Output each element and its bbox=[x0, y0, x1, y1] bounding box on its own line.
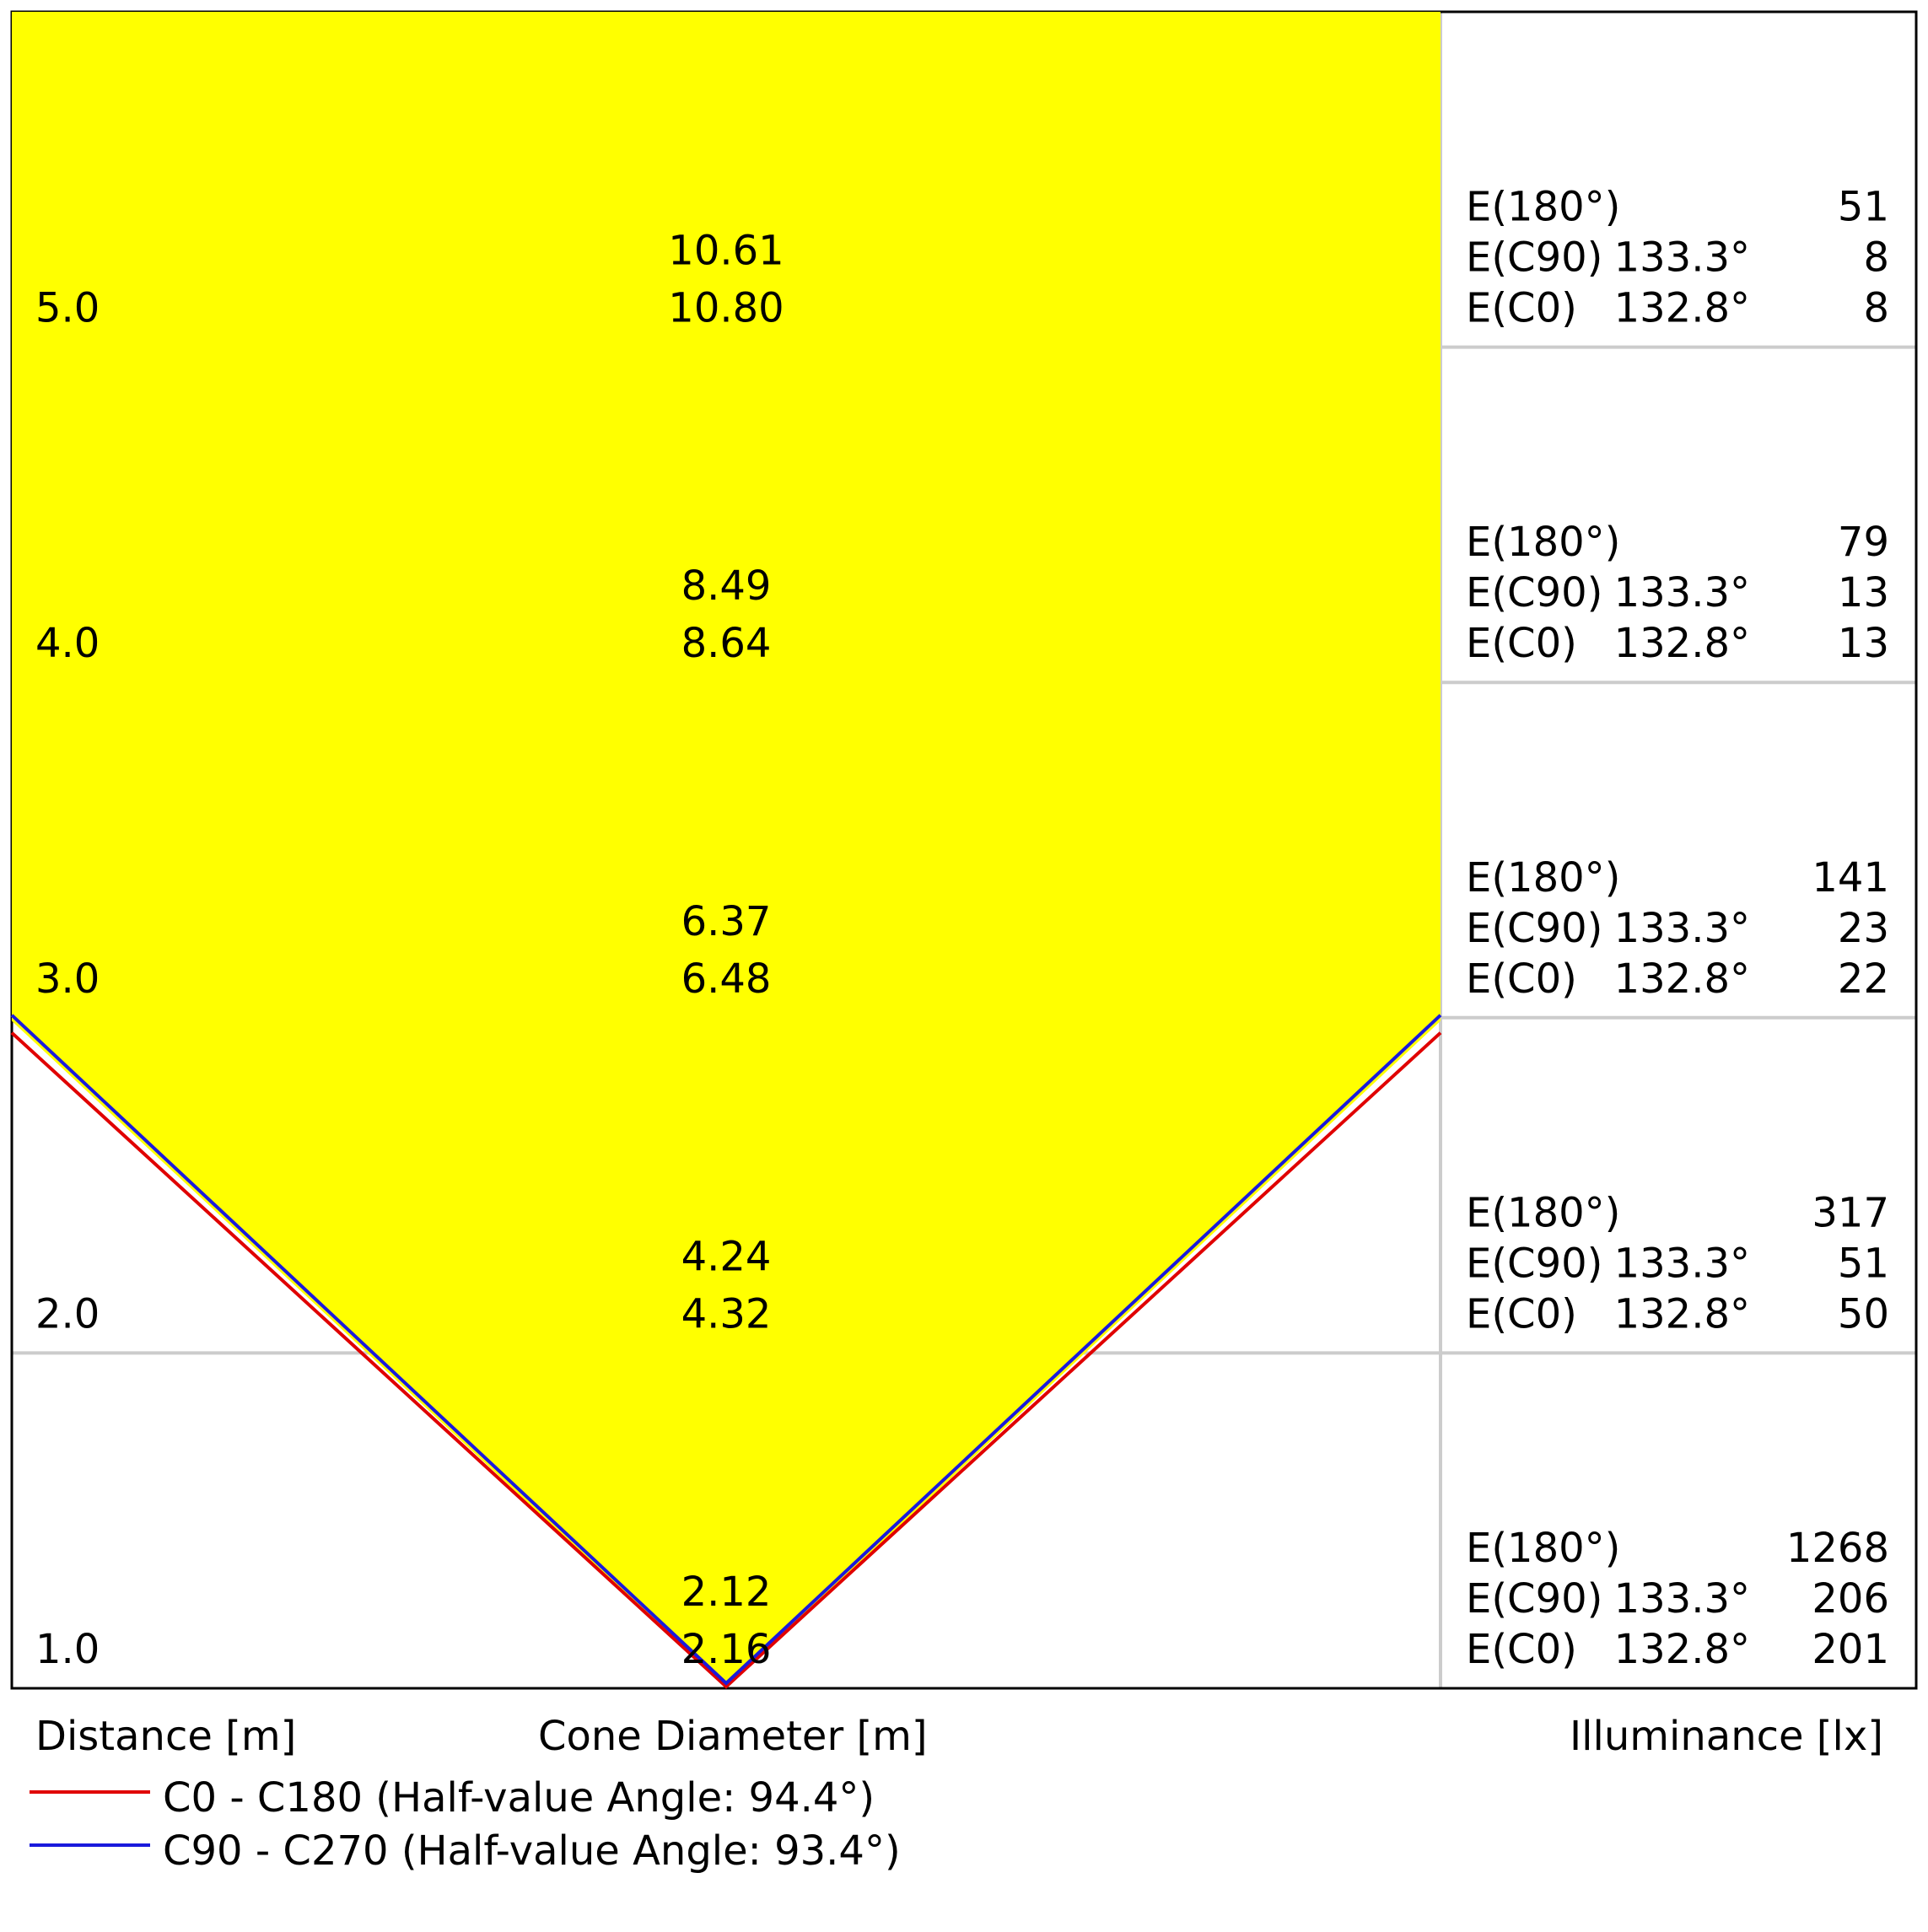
illuminance-c0-label: E(C0) bbox=[1466, 620, 1577, 667]
illuminance-c90-label: E(C90) bbox=[1466, 905, 1602, 952]
illuminance-c0-value: 201 bbox=[1812, 1626, 1889, 1673]
illuminance-c0-value: 22 bbox=[1838, 955, 1889, 1003]
illuminance-c90-label: E(C90) bbox=[1466, 569, 1602, 616]
distance-label: 3.0 bbox=[35, 955, 100, 1003]
illuminance-c0-angle: 132.8° bbox=[1614, 1290, 1750, 1337]
illuminance-c0-label: E(C0) bbox=[1466, 955, 1577, 1003]
distance-label: 5.0 bbox=[35, 285, 100, 332]
illuminance-center-label: E(180°) bbox=[1466, 184, 1620, 231]
cone-diameter-c90: 2.12 bbox=[681, 1569, 772, 1616]
distance-label: 1.0 bbox=[35, 1626, 100, 1673]
illuminance-c90-angle: 133.3° bbox=[1614, 1240, 1750, 1287]
illuminance-c90-angle: 133.3° bbox=[1614, 234, 1750, 282]
distance-axis-label: Distance [m] bbox=[35, 1713, 296, 1760]
distance-label: 4.0 bbox=[35, 620, 100, 667]
illuminance-c0-value: 13 bbox=[1838, 620, 1889, 667]
illuminance-c0-label: E(C0) bbox=[1466, 1290, 1577, 1337]
cone-layer bbox=[10, 12, 1442, 1689]
illuminance-center-value: 141 bbox=[1812, 854, 1889, 901]
illuminance-c90-value: 206 bbox=[1812, 1575, 1889, 1623]
cone-fill-area bbox=[12, 12, 1441, 1688]
illuminance-c0-label: E(C0) bbox=[1466, 1626, 1577, 1673]
illuminance-c90-angle: 133.3° bbox=[1614, 1575, 1750, 1623]
illuminance-c0-angle: 132.8° bbox=[1614, 285, 1750, 332]
cone-diameter-c90: 6.37 bbox=[681, 898, 772, 945]
illuminance-c0-label: E(C0) bbox=[1466, 285, 1577, 332]
illuminance-center-label: E(180°) bbox=[1466, 1189, 1620, 1236]
cone-diameter-c90: 4.24 bbox=[681, 1233, 772, 1280]
cone-diameter-c90: 10.61 bbox=[668, 228, 784, 275]
illuminance-c90-value: 8 bbox=[1863, 234, 1889, 282]
illuminance-center-value: 1268 bbox=[1786, 1525, 1889, 1572]
cone-diameter-c0: 6.48 bbox=[681, 955, 772, 1003]
illuminance-center-value: 317 bbox=[1812, 1189, 1889, 1236]
illuminance-center-value: 79 bbox=[1838, 519, 1889, 566]
illuminance-center-label: E(180°) bbox=[1466, 854, 1620, 901]
cone-diameter-c0: 8.64 bbox=[681, 620, 772, 667]
illuminance-c0-value: 50 bbox=[1838, 1290, 1889, 1337]
cone-diameter-c0: 2.16 bbox=[681, 1626, 772, 1673]
illuminance-center-label: E(180°) bbox=[1466, 1525, 1620, 1572]
illuminance-c0-angle: 132.8° bbox=[1614, 1626, 1750, 1673]
series-c0-line bbox=[10, 1031, 1442, 1689]
cone-diameter-c90: 8.49 bbox=[681, 562, 772, 610]
cone-diameter-axis-label: Cone Diameter [m] bbox=[538, 1713, 928, 1760]
illuminance-c0-angle: 132.8° bbox=[1614, 620, 1750, 667]
distance-label: 2.0 bbox=[35, 1290, 100, 1337]
illuminance-c90-angle: 133.3° bbox=[1614, 905, 1750, 952]
illuminance-c0-angle: 132.8° bbox=[1614, 955, 1750, 1003]
series-c90-line bbox=[10, 1014, 1442, 1686]
cone-diameter-c0: 4.32 bbox=[681, 1290, 772, 1337]
illuminance-c90-value: 13 bbox=[1838, 569, 1889, 616]
cone-diameter-c0: 10.80 bbox=[668, 285, 784, 332]
illuminance-c90-angle: 133.3° bbox=[1614, 569, 1750, 616]
illuminance-c90-value: 51 bbox=[1838, 1240, 1889, 1287]
illuminance-c90-label: E(C90) bbox=[1466, 1240, 1602, 1287]
illuminance-center-value: 51 bbox=[1838, 184, 1889, 231]
illuminance-c90-label: E(C90) bbox=[1466, 234, 1602, 282]
legend-c0-label: C0 - C180 (Half-value Angle: 94.4°) bbox=[163, 1774, 875, 1822]
illuminance-c90-value: 23 bbox=[1838, 905, 1889, 952]
legend-c90-label: C90 - C270 (Half-value Angle: 93.4°) bbox=[163, 1827, 901, 1875]
illuminance-c90-label: E(C90) bbox=[1466, 1575, 1602, 1623]
illuminance-center-label: E(180°) bbox=[1466, 519, 1620, 566]
illuminance-c0-value: 8 bbox=[1863, 285, 1889, 332]
illuminance-axis-label: Illuminance [lx] bbox=[1570, 1713, 1883, 1760]
